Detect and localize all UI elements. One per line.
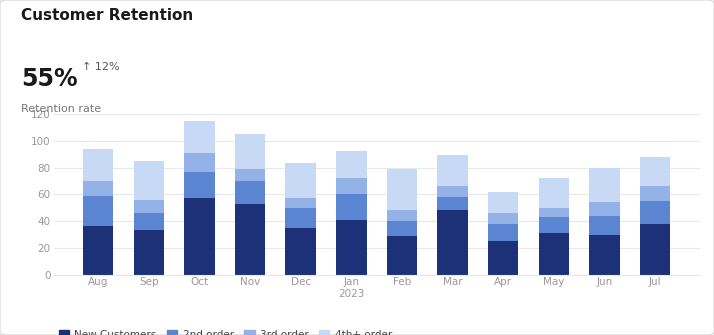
Bar xyxy=(336,178,366,194)
Bar xyxy=(438,186,468,197)
Bar xyxy=(387,169,417,210)
Bar xyxy=(438,197,468,210)
Bar xyxy=(134,213,164,230)
Bar xyxy=(235,181,265,204)
Bar xyxy=(336,151,366,178)
Bar xyxy=(488,241,518,275)
Bar xyxy=(134,161,164,200)
Bar xyxy=(83,149,114,181)
Text: 55%: 55% xyxy=(21,67,78,91)
Bar xyxy=(589,168,620,202)
Bar xyxy=(589,202,620,216)
Bar xyxy=(286,208,316,228)
Bar xyxy=(184,153,215,172)
Bar xyxy=(640,157,670,186)
Bar xyxy=(538,233,569,275)
Bar xyxy=(134,230,164,275)
Bar xyxy=(336,194,366,220)
Bar xyxy=(589,216,620,234)
Bar xyxy=(538,178,569,208)
Bar xyxy=(488,213,518,224)
Bar xyxy=(438,210,468,275)
Bar xyxy=(640,201,670,224)
Bar xyxy=(438,155,468,186)
Bar xyxy=(286,198,316,208)
Bar xyxy=(336,220,366,275)
Bar xyxy=(589,234,620,275)
Bar xyxy=(83,226,114,275)
Bar xyxy=(235,169,265,181)
Bar xyxy=(286,163,316,198)
Bar xyxy=(640,186,670,201)
Bar xyxy=(488,224,518,241)
Bar xyxy=(83,181,114,196)
Bar xyxy=(538,208,569,217)
Bar xyxy=(286,228,316,275)
Text: Customer Retention: Customer Retention xyxy=(21,8,193,23)
Bar xyxy=(488,192,518,213)
Bar xyxy=(184,121,215,153)
Legend: New Customers, 2nd order, 3rd order, 4th+ order: New Customers, 2nd order, 3rd order, 4th… xyxy=(59,330,392,335)
Bar xyxy=(184,198,215,275)
Bar xyxy=(387,236,417,275)
Bar xyxy=(83,196,114,226)
Bar xyxy=(387,210,417,221)
Bar xyxy=(538,217,569,233)
Bar xyxy=(134,200,164,213)
Bar xyxy=(184,172,215,198)
Bar xyxy=(235,204,265,275)
Text: Retention rate: Retention rate xyxy=(21,104,101,114)
Bar xyxy=(640,224,670,275)
Bar xyxy=(387,221,417,236)
Text: ↑ 12%: ↑ 12% xyxy=(82,62,120,72)
Bar xyxy=(235,134,265,169)
